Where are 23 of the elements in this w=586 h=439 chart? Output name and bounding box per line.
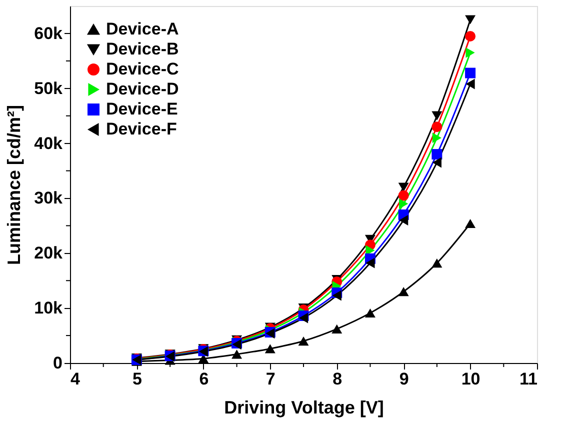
legend-label: Device-C [106, 60, 179, 78]
legend-label: Device-D [106, 80, 179, 98]
y-tick-label: 50k [34, 78, 64, 98]
x-axis-title: Driving Voltage [V] [224, 398, 384, 418]
y-tick-label: 20k [34, 244, 64, 263]
y-tick-label: 30k [34, 188, 64, 208]
x-tick-label: 10 [461, 370, 480, 388]
legend-label: Device-F [106, 120, 177, 138]
y-tick-label: 0 [53, 354, 62, 372]
x-tick-label: 5 [132, 370, 142, 388]
x-tick-label: 4 [70, 370, 80, 388]
legend-label: Device-A [106, 20, 179, 38]
x-tick-label: 7 [266, 370, 276, 388]
x-tick-label: 8 [332, 370, 342, 388]
x-tick-label: 6 [199, 370, 209, 388]
y-tick-label: 60k [34, 24, 64, 43]
y-tick-label: 40k [34, 134, 64, 153]
x-tick-label: 11 [520, 370, 538, 388]
y-tick-label: 10k [34, 298, 64, 318]
legend-label: Device-E [106, 100, 178, 118]
x-tick-label: 9 [399, 370, 409, 388]
legend-label: Device-B [106, 40, 179, 58]
y-axis-title: Luminance [cd/m²] [4, 104, 24, 266]
